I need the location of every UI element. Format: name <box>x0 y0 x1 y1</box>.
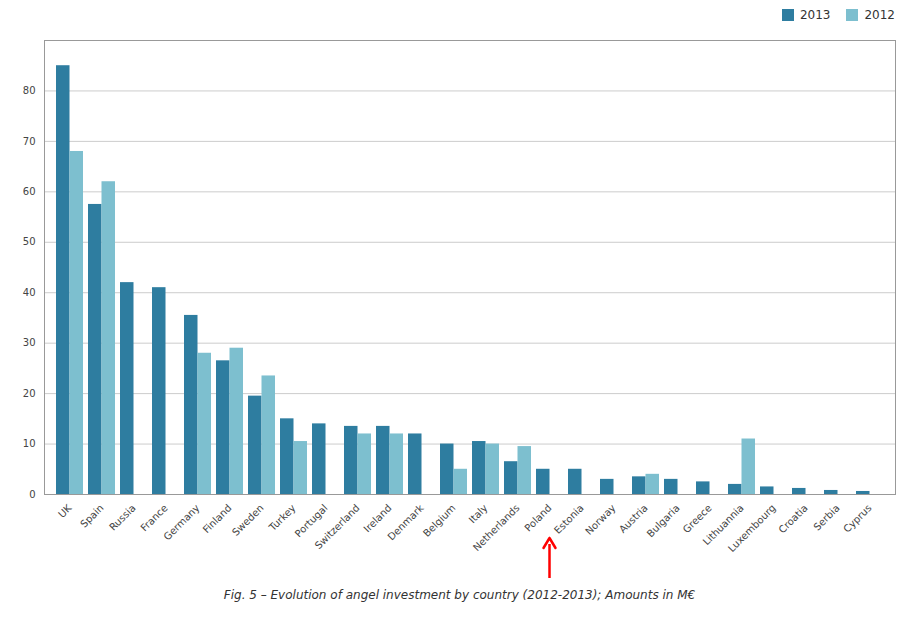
svg-text:Italy: Italy <box>467 502 490 525</box>
svg-text:Bulgaria: Bulgaria <box>645 502 682 539</box>
html-text:Fig. 5 – Evolution of angel in: Fig. 5 – Evolution of angel investment b… <box>223 588 696 602</box>
svg-text:Belgium: Belgium <box>421 502 458 539</box>
svg-text:Norway: Norway <box>583 502 618 537</box>
svg-text:50: 50 <box>23 236 36 247</box>
svg-text:0: 0 <box>29 489 35 500</box>
svg-text:Ireland: Ireland <box>361 502 393 534</box>
svg-text:Germany: Germany <box>161 502 201 542</box>
svg-text:Cyprus: Cyprus <box>841 502 873 534</box>
svg-text:Russia: Russia <box>107 502 138 533</box>
html-text:2012: 2012 <box>864 8 895 22</box>
svg-text:Finland: Finland <box>200 502 234 536</box>
svg-text:UK: UK <box>56 502 74 520</box>
svg-text:France: France <box>138 502 169 533</box>
svg-text:Spain: Spain <box>78 502 106 530</box>
svg-text:20: 20 <box>23 388 36 399</box>
svg-text:40: 40 <box>23 287 36 298</box>
svg-text:Greece: Greece <box>680 502 714 536</box>
svg-text:Poland: Poland <box>522 502 553 533</box>
svg-text:Austria: Austria <box>616 502 650 535</box>
svg-text:60: 60 <box>23 186 36 197</box>
svg-text:30: 30 <box>23 337 36 348</box>
svg-text:Luxembourg: Luxembourg <box>726 502 778 554</box>
svg-text:Denmark: Denmark <box>385 502 425 542</box>
svg-text:70: 70 <box>23 136 36 147</box>
svg-text:Sweden: Sweden <box>230 502 266 538</box>
svg-text:Switzerland: Switzerland <box>313 502 362 551</box>
svg-text:Turkey: Turkey <box>266 502 298 534</box>
svg-text:Croatia: Croatia <box>776 502 809 535</box>
svg-text:Lithuannia: Lithuannia <box>700 502 746 548</box>
html-text:2013: 2013 <box>799 8 831 22</box>
svg-text:Serbia: Serbia <box>811 502 841 532</box>
svg-text:Estonia: Estonia <box>552 502 586 536</box>
svg-text:80: 80 <box>23 85 36 96</box>
svg-text:Portugal: Portugal <box>292 502 330 540</box>
svg-text:10: 10 <box>23 438 36 449</box>
svg-text:Netherlands: Netherlands <box>471 502 522 553</box>
